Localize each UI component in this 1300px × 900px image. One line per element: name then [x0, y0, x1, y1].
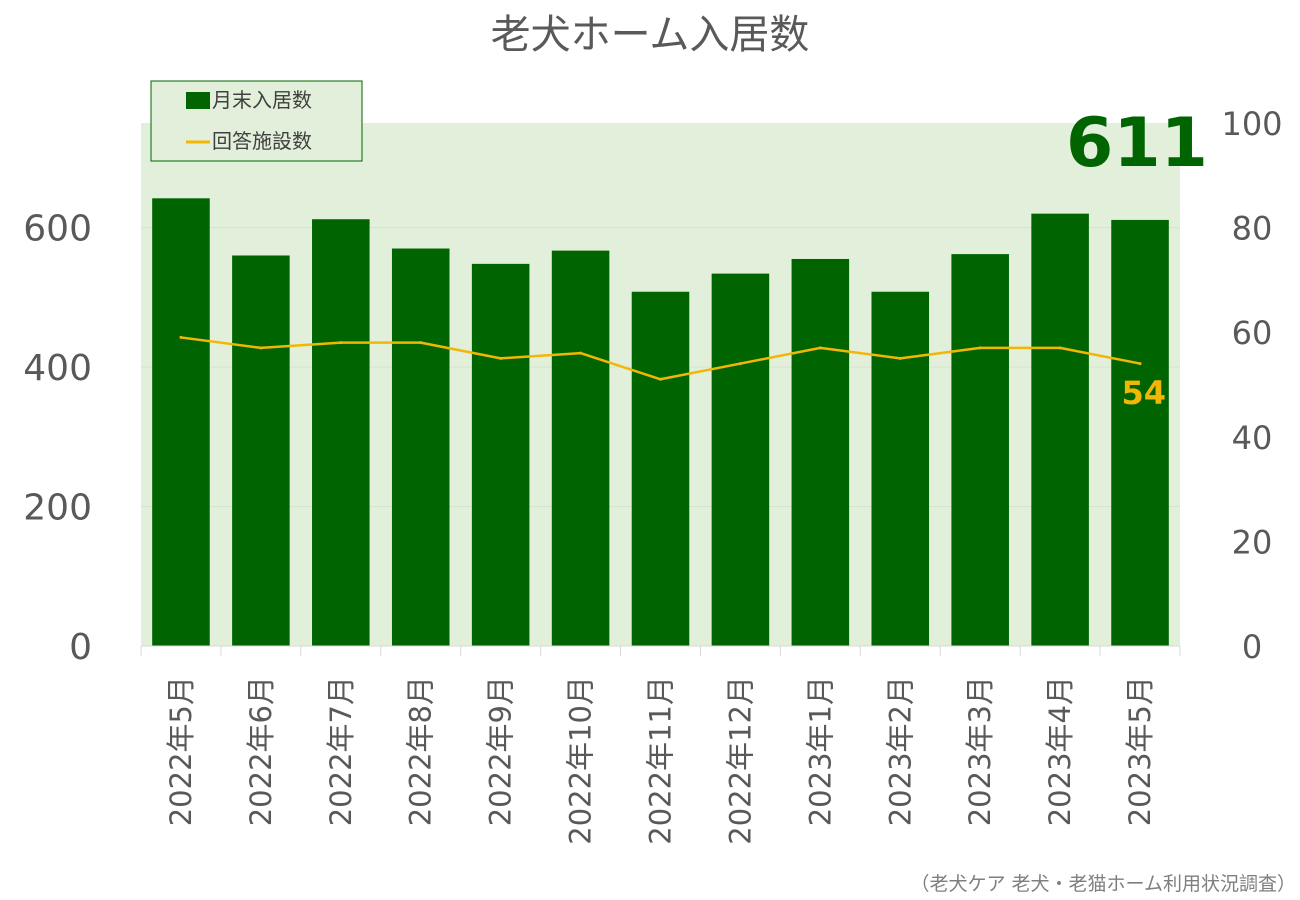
legend-label-bars: 月末入居数	[212, 88, 312, 112]
line-point	[1058, 346, 1062, 350]
x-tick-label: 2022年8月	[404, 676, 438, 826]
x-tick-marks	[140, 646, 1181, 656]
y-tick-label: 200	[23, 488, 92, 529]
line-point	[339, 341, 343, 345]
x-tick-label: 2023年5月	[1123, 676, 1157, 826]
x-tick-label: 2022年9月	[484, 676, 518, 826]
y2-tick-label: 100	[1221, 105, 1282, 143]
y-tick-label: 0	[69, 627, 92, 668]
line-point	[659, 377, 662, 381]
x-tick-label: 2023年1月	[803, 676, 837, 826]
x-tick-label: 2022年10月	[564, 676, 598, 845]
bar	[232, 255, 290, 646]
line-series	[179, 335, 1142, 381]
highlight-bar-value: 611	[1066, 104, 1208, 183]
bar	[951, 254, 1009, 646]
bar	[1031, 213, 1089, 647]
bar	[312, 219, 370, 646]
line-point	[738, 362, 742, 366]
x-tick-label: 2023年3月	[963, 676, 997, 826]
line-point	[898, 356, 902, 360]
x-tick-label: 2022年11月	[644, 676, 678, 845]
bar	[871, 291, 930, 646]
line-point	[978, 346, 982, 350]
chart-title: 老犬ホーム入居数	[491, 12, 810, 58]
x-axis-ticks: 2022年5月 2022年6月 2022年7月 2022年8月 2022年9月 2022年…	[164, 676, 1157, 845]
y-tick-label: 400	[23, 348, 92, 389]
line-point	[419, 341, 423, 345]
y-axis-left-ticks: 0 200 400 600	[23, 209, 92, 668]
y2-tick-label: 40	[1232, 419, 1273, 457]
y2-tick-label: 0	[1242, 628, 1262, 666]
x-tick-label: 2022年6月	[244, 676, 278, 826]
x-tick-label: 2023年4月	[1043, 676, 1077, 826]
y-axis-right-ticks: 0 20 40 60 80 100	[1221, 105, 1282, 666]
bar	[631, 291, 690, 646]
x-tick-label: 2023年2月	[883, 676, 917, 826]
bar	[471, 263, 530, 646]
y2-tick-label: 80	[1232, 210, 1273, 248]
x-tick-label: 2022年5月	[164, 676, 198, 826]
bar	[1111, 219, 1169, 647]
bar	[391, 248, 450, 646]
source-note: （老犬ケア 老犬・老猫ホーム利用状況調査）	[911, 873, 1296, 895]
bar	[551, 250, 610, 646]
legend: 月末入居数 回答施設数	[150, 80, 363, 162]
bar	[711, 273, 770, 646]
highlight-line-value: 54	[1121, 374, 1166, 412]
bar	[152, 198, 210, 646]
line-point	[579, 351, 583, 355]
x-tick-label: 2022年12月	[723, 676, 757, 845]
bar-series	[152, 198, 1169, 647]
line-point	[1138, 362, 1142, 366]
line-point	[499, 356, 503, 360]
y2-tick-label: 20	[1232, 523, 1273, 561]
legend-label-line: 回答施設数	[212, 129, 312, 153]
y2-tick-label: 60	[1232, 314, 1273, 352]
y-tick-label: 600	[23, 209, 92, 250]
line-point	[179, 335, 183, 339]
x-tick-label: 2022年7月	[324, 676, 358, 826]
legend-swatch-bars	[186, 92, 210, 109]
line-point	[818, 346, 822, 350]
line-point	[259, 346, 263, 350]
bar	[791, 258, 850, 646]
